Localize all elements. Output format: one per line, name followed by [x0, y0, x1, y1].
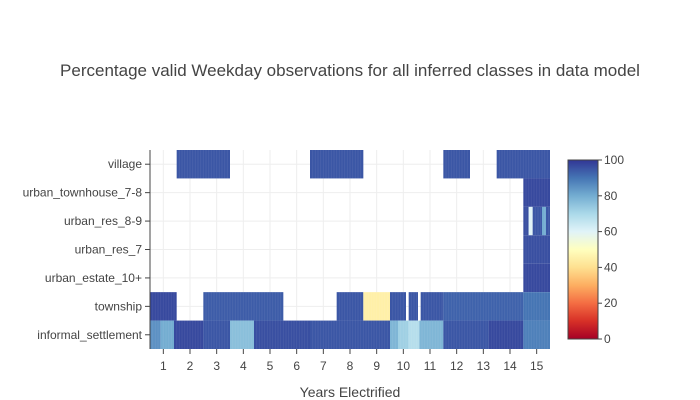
heatmap-cell — [390, 292, 406, 321]
heatmap-cell — [443, 320, 489, 349]
x-tick-label: 10 — [397, 359, 411, 373]
heatmap-cell — [398, 320, 409, 349]
x-tick-label: 13 — [477, 359, 491, 373]
heatmap-cell — [528, 206, 533, 236]
colorbar-tick-label: 0 — [604, 332, 611, 346]
x-tick-label: 5 — [267, 359, 274, 373]
heatmap-cell — [203, 292, 284, 321]
heatmap-cell — [203, 320, 230, 349]
heatmap-cell — [420, 292, 444, 321]
heatmap-cell — [419, 320, 444, 349]
colorbar-tick-label: 80 — [604, 189, 618, 203]
colorbar-tick-label: 100 — [604, 153, 624, 167]
x-tick-label: 12 — [450, 359, 464, 373]
y-tick-label: informal_settlement — [37, 328, 142, 342]
axes: village urban_townhouse_7-8 urban_res_8-9u… — [23, 150, 544, 373]
heatmap-cell — [310, 320, 390, 349]
x-tick-label: 15 — [530, 359, 544, 373]
x-tick-label: 3 — [213, 359, 220, 373]
colorbar: 0 20 40 60 80 100 — [567, 153, 624, 346]
heatmap-cell — [523, 206, 529, 236]
heatmap-cell — [523, 178, 550, 207]
heatmap-cell — [408, 292, 418, 321]
heatmap-cell — [542, 206, 546, 236]
heatmap-cell — [174, 320, 204, 349]
heatmap-cell — [546, 206, 550, 236]
y-tick-label: urban_townhouse_7-8 — [23, 186, 143, 200]
x-axis-title: Years Electrified — [300, 384, 401, 400]
heatmap-cell — [390, 320, 398, 349]
colorbar-tick-label: 40 — [604, 260, 618, 274]
heatmap-cell — [523, 292, 550, 321]
heatmap-cell — [176, 150, 230, 179]
heatmap-cell — [523, 235, 550, 264]
heatmap-cell — [523, 320, 550, 349]
heatmap-cell — [488, 320, 524, 349]
heatmap-cell — [230, 320, 254, 349]
heatmap-cell — [363, 292, 390, 321]
heatmap-cell — [532, 206, 542, 236]
x-tick-label: 1 — [160, 359, 167, 373]
x-tick-label: 7 — [320, 359, 327, 373]
y-tick-label: township — [95, 299, 143, 313]
heatmap-cell — [254, 320, 310, 349]
heatmap-cell — [150, 320, 161, 349]
colorbar-gradient — [567, 159, 599, 340]
heatmap-cell — [496, 150, 550, 179]
x-tick-label: 2 — [187, 359, 194, 373]
y-tick-label: urban_estate_10+ — [45, 271, 142, 285]
y-tick-label: urban_res_7 — [75, 243, 143, 257]
y-tick-label: village — [108, 157, 142, 171]
chart-title: Percentage valid Weekday observations fo… — [60, 61, 640, 80]
x-tick-label: 11 — [424, 359, 437, 373]
heatmap-cell — [310, 150, 364, 179]
colorbar-tick-label: 60 — [604, 225, 618, 239]
heatmap-cell — [150, 292, 177, 321]
heatmap-cell — [443, 292, 524, 321]
x-tick-label: 14 — [503, 359, 517, 373]
heatmap-cell — [336, 292, 364, 321]
x-tick-label: 9 — [373, 359, 380, 373]
heatmap-cell — [408, 320, 420, 349]
heatmap-cell — [443, 150, 470, 179]
y-tick-label: urban_res_8-9 — [64, 214, 142, 228]
x-tick-label: 6 — [293, 359, 300, 373]
colorbar-tick-label: 20 — [604, 296, 618, 310]
x-tick-label: 4 — [240, 359, 247, 373]
heatmap-cell — [523, 263, 550, 293]
heatmap-cells — [150, 150, 550, 349]
x-tick-label: 8 — [347, 359, 354, 373]
heatmap-cell — [160, 320, 174, 349]
